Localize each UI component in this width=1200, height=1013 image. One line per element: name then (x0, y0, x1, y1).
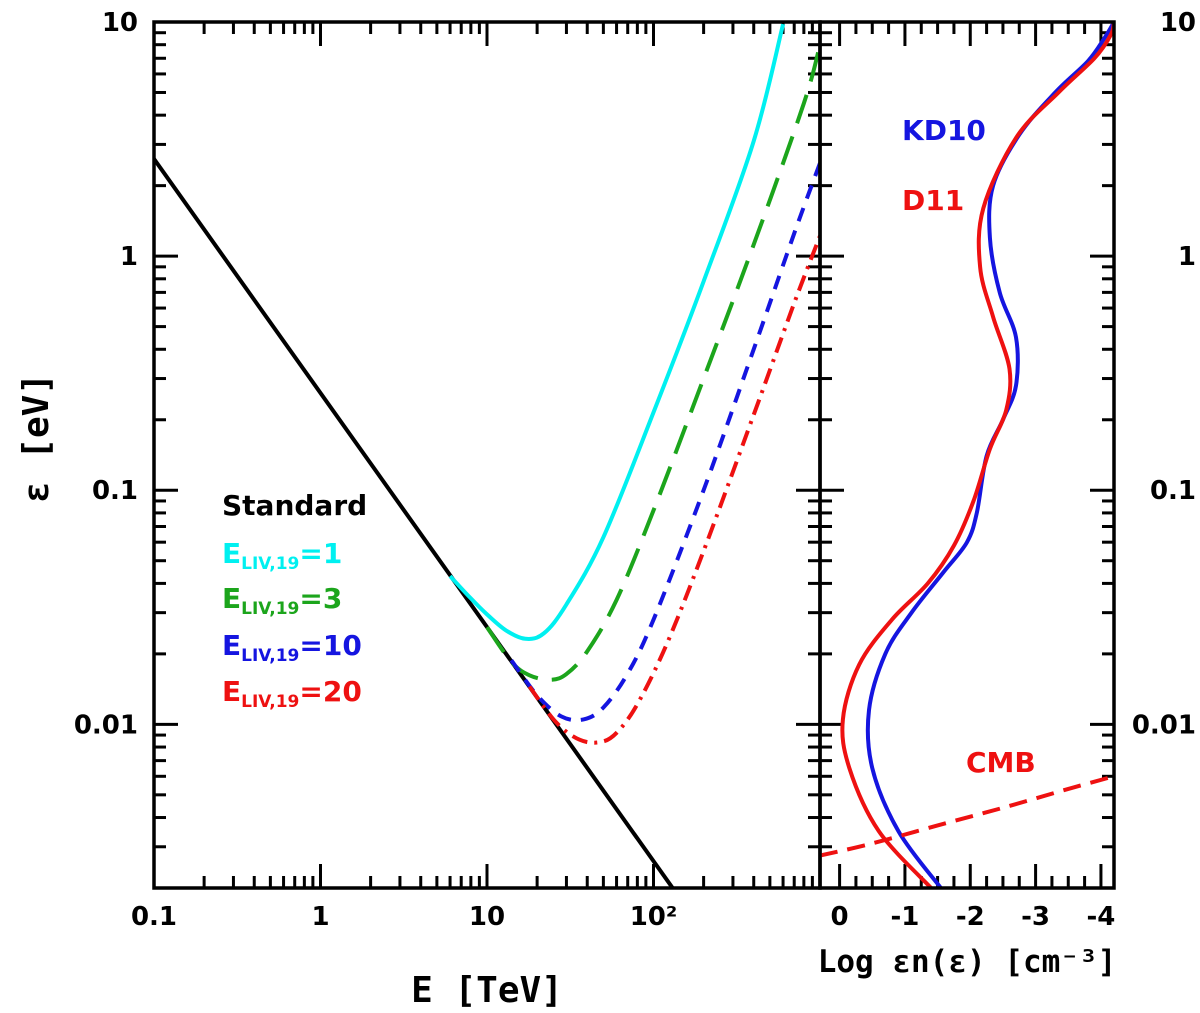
series-line-eliv-10 (509, 162, 820, 723)
right-x-axis-title: Log εn(ε) [cm⁻³] (818, 944, 1117, 980)
left-y-tick-label: 0.01 (74, 710, 138, 740)
left-x-tick-labels: 0.1 1 10 10² (131, 902, 677, 932)
series-line-eliv-1 (448, 23, 786, 641)
left-x-tick-label: 1 (311, 902, 329, 932)
left-y-tick-label: 10 (102, 8, 138, 38)
right-y-tick-label: 0.1 (1150, 476, 1196, 506)
left-panel: 0.1 1 10 10² 0.01 0.1 1 10 E [TeV] ε [eV] Stan… (16, 8, 822, 1011)
left-y-tick-label: 1 (120, 242, 138, 272)
left-x-tick-label: 10² (630, 902, 678, 932)
left-x-tick-label: 0.1 (131, 902, 177, 932)
x-axis-title: E [TeV] (411, 970, 563, 1011)
label-d11: D11 (902, 184, 964, 217)
series-line-d11 (840, 22, 1114, 888)
series-line-standard (154, 157, 676, 888)
right-curves (820, 22, 1114, 888)
left-curves (154, 23, 820, 888)
legend-standard: Standard (222, 489, 367, 522)
right-x-tick-label: 0 (831, 902, 849, 932)
y-axis-title: ε [eV] (16, 373, 57, 503)
legend-eliv-3: ELIV,19=3 (222, 582, 342, 619)
right-panel: 0 -1 -2 -3 -4 0.01 0.1 1 10 Log εn(ε) [cm⁻³] KD… (818, 8, 1196, 980)
right-plot-frame (818, 20, 1116, 890)
right-x-tick-label: -4 (1086, 902, 1115, 932)
legend: Standard ELIV,19=1 ELIV,19=3 ELIV,19=10 … (222, 489, 367, 712)
legend-eliv-20: ELIV,19=20 (222, 675, 362, 712)
right-x-tick-label: -2 (956, 902, 985, 932)
legend-eliv-10: ELIV,19=10 (222, 629, 362, 666)
right-y-tick-label: 10 (1160, 8, 1196, 38)
legend-eliv-1: ELIV,19=1 (222, 537, 342, 574)
right-x-tick-label: -1 (890, 902, 919, 932)
right-x-tick-labels: 0 -1 -2 -3 -4 (831, 902, 1116, 932)
label-cmb: CMB (966, 746, 1036, 779)
series-line-cmb (820, 774, 1114, 858)
right-y-tick-label: 0.01 (1132, 710, 1196, 740)
right-y-tick-label: 1 (1178, 242, 1196, 272)
left-x-tick-label: 10 (469, 902, 505, 932)
left-y-tick-labels: 0.01 0.1 1 10 (74, 8, 138, 740)
left-y-tick-label: 0.1 (92, 476, 138, 506)
series-line-eliv-20 (527, 235, 820, 745)
right-y-tick-labels: 0.01 0.1 1 10 (1132, 8, 1196, 740)
label-kd10: KD10 (902, 114, 986, 147)
series-line-eliv-3 (485, 44, 820, 682)
right-x-tick-label: -3 (1021, 902, 1050, 932)
